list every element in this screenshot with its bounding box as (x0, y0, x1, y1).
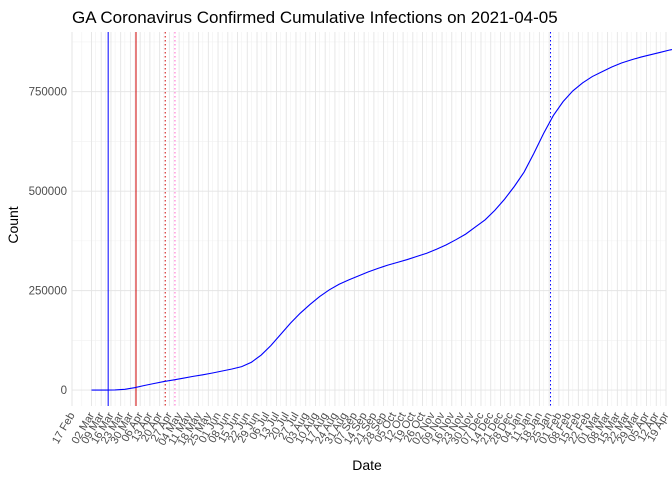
chart-title: GA Coronavirus Confirmed Cumulative Infe… (72, 8, 558, 27)
y-tick-label: 250000 (29, 286, 67, 298)
y-tick-label: 500000 (29, 186, 67, 198)
y-tick-label: 0 (61, 385, 67, 397)
grid (71, 32, 667, 406)
reference-lines (107, 32, 552, 406)
series-group (91, 48, 672, 391)
x-axis-title: Date (352, 457, 382, 473)
series-line (91, 48, 672, 391)
y-axis-ticks: 0 250000 500000 750000 (29, 87, 67, 397)
y-axis-title: Count (5, 206, 21, 243)
y-tick-label: 750000 (29, 87, 67, 99)
